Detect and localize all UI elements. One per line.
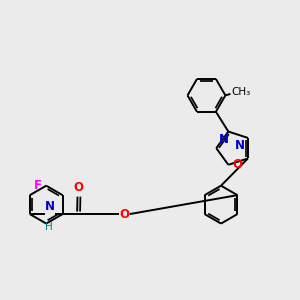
Text: N: N [45, 200, 55, 213]
Text: N: N [235, 140, 245, 152]
Text: O: O [233, 158, 243, 171]
Text: O: O [119, 208, 130, 220]
Text: N: N [219, 133, 229, 146]
Text: O: O [73, 182, 83, 194]
Text: H: H [45, 222, 53, 232]
Text: CH₃: CH₃ [232, 88, 251, 98]
Text: F: F [34, 179, 42, 192]
